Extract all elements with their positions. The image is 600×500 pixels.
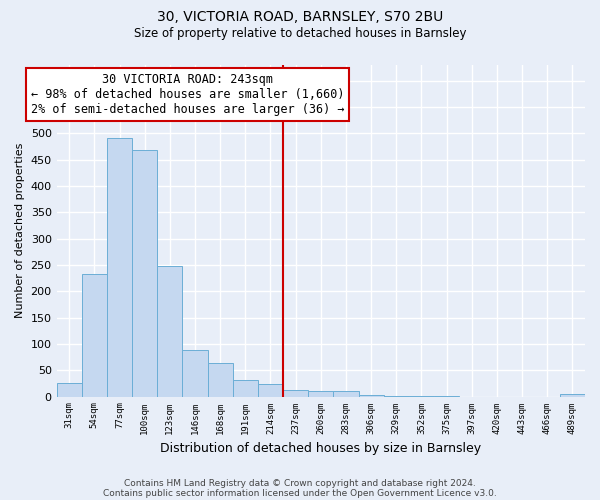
Bar <box>560 394 585 396</box>
Bar <box>233 380 258 396</box>
Bar <box>157 266 182 396</box>
Bar <box>308 392 334 396</box>
Bar <box>182 350 208 397</box>
Bar <box>258 384 283 396</box>
Text: 30, VICTORIA ROAD, BARNSLEY, S70 2BU: 30, VICTORIA ROAD, BARNSLEY, S70 2BU <box>157 10 443 24</box>
Text: Contains public sector information licensed under the Open Government Licence v3: Contains public sector information licen… <box>103 488 497 498</box>
Bar <box>82 274 107 396</box>
Y-axis label: Number of detached properties: Number of detached properties <box>15 143 25 318</box>
Text: 30 VICTORIA ROAD: 243sqm
← 98% of detached houses are smaller (1,660)
2% of semi: 30 VICTORIA ROAD: 243sqm ← 98% of detach… <box>31 73 344 116</box>
X-axis label: Distribution of detached houses by size in Barnsley: Distribution of detached houses by size … <box>160 442 481 455</box>
Text: Size of property relative to detached houses in Barnsley: Size of property relative to detached ho… <box>134 28 466 40</box>
Text: Contains HM Land Registry data © Crown copyright and database right 2024.: Contains HM Land Registry data © Crown c… <box>124 478 476 488</box>
Bar <box>283 390 308 396</box>
Bar <box>359 395 384 396</box>
Bar <box>56 383 82 396</box>
Bar <box>334 392 359 396</box>
Bar <box>132 150 157 396</box>
Bar <box>208 364 233 396</box>
Bar <box>107 138 132 396</box>
